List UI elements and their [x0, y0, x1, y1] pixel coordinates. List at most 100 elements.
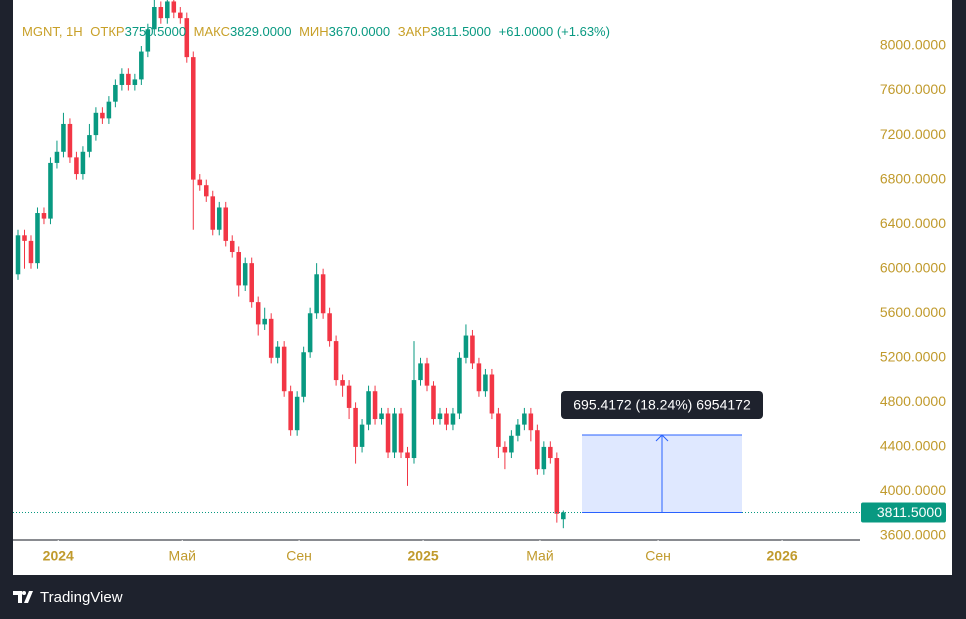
legend-header: MGNT, 1H ОТКР3750.5000 МАКС3829.0000 МИН… [22, 24, 610, 39]
candle-body [41, 213, 47, 219]
open-value: 3750.5000 [125, 24, 186, 39]
candle-body [522, 413, 527, 425]
candle-body [366, 391, 371, 425]
candle-body [301, 352, 306, 397]
candle-body [106, 101, 112, 119]
candle-body [541, 446, 547, 470]
candle-body [210, 196, 216, 230]
candle-body [346, 385, 352, 408]
measure-label: 695.4172 (18.24%) 6954172 [573, 397, 751, 413]
candle-body [61, 123, 66, 152]
candle-body [463, 335, 469, 358]
high-label: МАКС [194, 24, 230, 39]
candle-body [418, 363, 423, 381]
candle-body [502, 446, 508, 453]
y-tick-label: 8000.0000 [880, 37, 946, 53]
low-label: МИН [299, 24, 329, 39]
candle-body [405, 452, 410, 459]
x-tick-label: Май [526, 548, 553, 564]
candle-body [288, 391, 293, 431]
candle-body [242, 263, 248, 286]
candle-body [561, 512, 566, 520]
y-tick-label: 3600.0000 [880, 527, 946, 543]
y-tick-label: 7600.0000 [880, 81, 946, 97]
candle-body [93, 112, 99, 136]
candle-body [15, 235, 21, 275]
candle-body [548, 446, 553, 459]
candle-body [158, 7, 164, 19]
candle-body [353, 407, 358, 447]
candle-body [359, 424, 365, 447]
candle-body [372, 391, 378, 420]
candle-body [489, 374, 495, 414]
candle-body [554, 458, 560, 514]
candle-body [191, 57, 196, 180]
y-tick-label: 5200.0000 [880, 349, 946, 365]
candle-body [119, 73, 125, 85]
candle-body [54, 151, 60, 163]
candle-body [431, 385, 436, 420]
candle-body [178, 12, 183, 19]
candle-body [152, 7, 157, 30]
candle-body [411, 380, 417, 459]
candle-body [457, 357, 462, 414]
brand: TradingView [40, 589, 123, 606]
candle-body [100, 112, 105, 119]
candle-body [48, 162, 53, 219]
low-value: 3670.0000 [329, 24, 390, 39]
candle-body [87, 135, 92, 152]
open-label: ОТКР [90, 24, 124, 39]
candle-body [249, 263, 254, 303]
x-tick-label: 2025 [408, 548, 439, 564]
high-value: 3829.0000 [230, 24, 291, 39]
close-value: 3811.5000 [431, 24, 492, 39]
candle-body [379, 413, 384, 420]
x-tick-label: Сен [286, 548, 312, 564]
logo-dot [22, 591, 26, 595]
candle-body [340, 380, 345, 386]
candle-body [184, 18, 190, 58]
candle-body [327, 313, 332, 342]
x-tick-label: 2026 [767, 548, 798, 564]
candle-body [444, 413, 449, 425]
candle-body [515, 424, 521, 436]
candle-body [392, 413, 397, 453]
logo-mark [13, 591, 33, 603]
y-tick-label: 6800.0000 [880, 170, 946, 186]
candle-body [67, 123, 73, 158]
y-tick-label: 4000.0000 [880, 482, 946, 498]
candle-body [229, 240, 235, 253]
candle-body [528, 413, 534, 431]
candle-body [28, 240, 34, 264]
candle-body [139, 51, 144, 80]
candle-body [236, 252, 241, 286]
x-tick-label: Май [169, 548, 196, 564]
y-tick-label: 4800.0000 [880, 393, 946, 409]
candle-body [197, 179, 203, 186]
candle-body [203, 185, 209, 197]
symbol: MGNT, 1H [22, 24, 83, 39]
candle-body [223, 207, 229, 241]
y-tick-label: 4400.0000 [880, 438, 946, 454]
y-tick-label: 6000.0000 [880, 259, 946, 275]
candle-body [281, 346, 287, 392]
candle-body [74, 157, 79, 175]
y-tick-label: 5600.0000 [880, 304, 946, 320]
close-label: ЗАКР [398, 24, 431, 39]
candle-body [113, 84, 118, 102]
candle-body [80, 151, 86, 175]
y-tick-label: 6400.0000 [880, 215, 946, 231]
candle-body [437, 413, 443, 420]
candle-body [307, 313, 313, 353]
candle-body [171, 1, 177, 13]
candle-body [509, 435, 514, 453]
measure-arrow-head [655, 434, 669, 442]
candle-body [398, 413, 404, 453]
candle-body [476, 363, 482, 392]
candle-body [496, 413, 501, 447]
candle-body [320, 274, 326, 314]
candle-body [262, 318, 267, 325]
last-price-label: 3811.5000 [877, 504, 942, 520]
